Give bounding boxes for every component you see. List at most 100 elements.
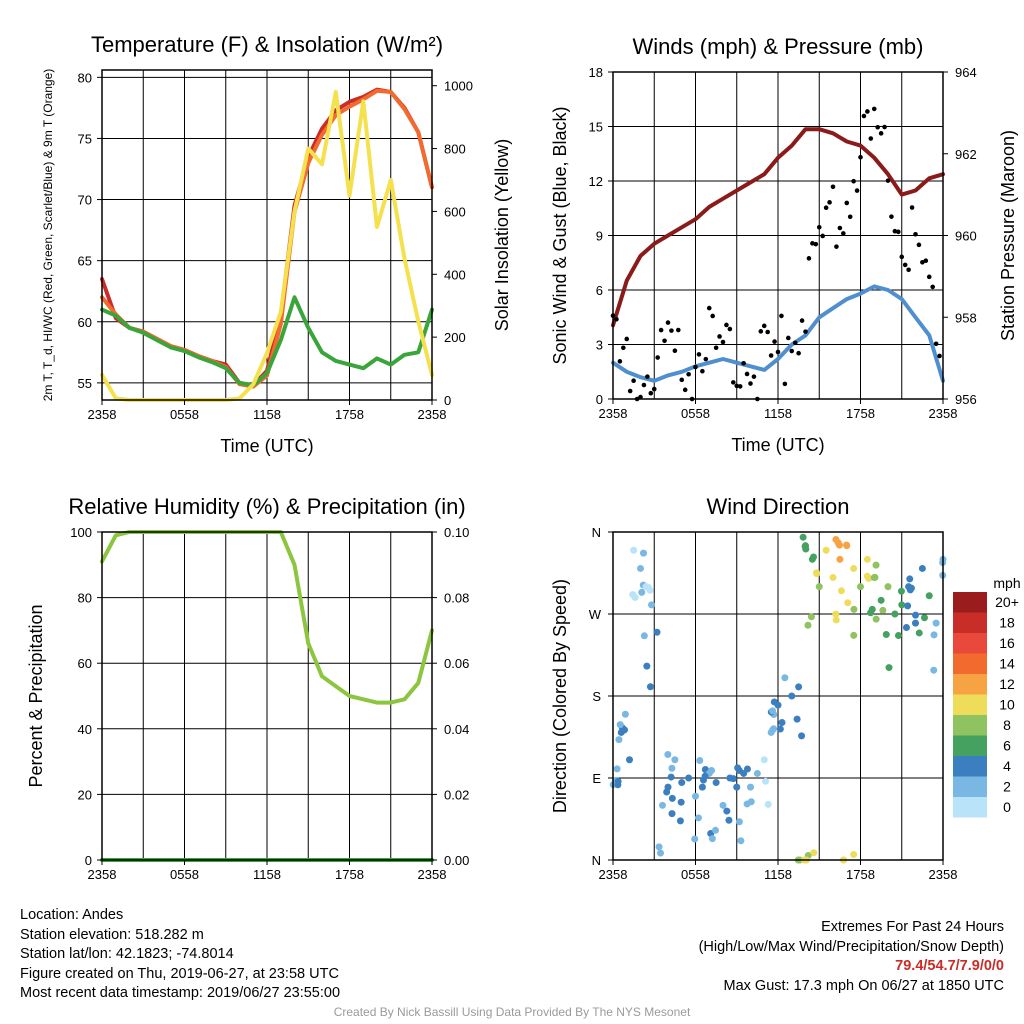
- y-axis-label-right: Solar Insolation (Yellow): [492, 139, 512, 331]
- scatter-point: [882, 630, 890, 638]
- scatter-point: [719, 801, 727, 809]
- data-point: [779, 313, 784, 319]
- scatter-point: [655, 843, 663, 851]
- scatter-point: [621, 726, 629, 734]
- data-point: [676, 327, 681, 333]
- tick-label-y-right: 600: [444, 204, 466, 219]
- scatter-point: [769, 707, 777, 715]
- scatter-point: [692, 792, 699, 800]
- scatter-point: [678, 779, 686, 787]
- data-point: [703, 356, 709, 362]
- scatter-point: [897, 587, 905, 595]
- scatter-point: [918, 564, 926, 572]
- scatter-point: [743, 800, 751, 808]
- tick-label-y: 0: [85, 853, 92, 868]
- legend-label: 6: [1003, 738, 1011, 754]
- data-point: [816, 225, 822, 230]
- scatter-point: [614, 777, 622, 785]
- data-point: [744, 371, 750, 377]
- scatter-point: [648, 601, 655, 609]
- legend-swatch: [953, 653, 987, 674]
- scatter-point: [729, 775, 737, 783]
- tick-label-x: 2358: [599, 867, 628, 882]
- data-point: [765, 329, 770, 335]
- scatter-point: [891, 610, 899, 618]
- data-point: [734, 383, 740, 389]
- data-point: [813, 241, 819, 247]
- created-text: Figure created on Thu, 2019-06-27, at 23…: [20, 965, 339, 982]
- scatter-points: [609, 533, 947, 864]
- scatter-point: [836, 555, 844, 563]
- location-text: Location: Andes: [20, 907, 124, 923]
- scatter-point: [723, 807, 731, 815]
- scatter-point: [668, 764, 676, 772]
- data-point: [820, 233, 825, 239]
- scatter-point: [906, 586, 914, 594]
- legend-swatch: [953, 756, 987, 777]
- tick-label-y-right: 400: [444, 267, 466, 282]
- data-point: [854, 188, 860, 193]
- data-point: [823, 205, 829, 211]
- tick-label-y-right: 962: [955, 147, 977, 162]
- data-point: [896, 229, 901, 235]
- scatter-point: [735, 818, 743, 826]
- speed-legend: mph 20+ 18 16 14 12 10 8 6 4 2 0: [953, 575, 1021, 818]
- scatter-point: [656, 849, 664, 857]
- tick-label-x: 2358: [88, 867, 117, 882]
- extremes-info: Extremes For Past 24 Hours (High/Low/Max…: [699, 918, 1004, 996]
- data-point: [761, 323, 767, 329]
- scatter-point: [815, 583, 823, 591]
- latlon-text: Station lat/lon: 42.1823; -74.8014: [20, 946, 234, 962]
- tick-label-x: 1758: [846, 867, 875, 882]
- tick-label-y-right: 964: [955, 65, 977, 80]
- scatter-point: [802, 545, 810, 553]
- data-point: [748, 381, 753, 386]
- x-axis-label: Time (UTC): [731, 435, 824, 455]
- data-point: [786, 335, 791, 341]
- scatter-point: [807, 613, 815, 621]
- data-point: [792, 340, 798, 346]
- chart-title: Winds (mph) & Pressure (mb): [633, 34, 924, 59]
- tick-label-x: 2358: [88, 407, 117, 422]
- legend-label: 2: [1003, 779, 1011, 795]
- scatter-point: [664, 751, 672, 759]
- tick-label-y: 60: [78, 315, 92, 330]
- tick-label-x: 1758: [846, 406, 875, 421]
- tick-label-y: 80: [78, 70, 92, 85]
- tick-label-y-right: 956: [955, 392, 977, 407]
- extremes-values: 79.4/54.7/7.9/0/0: [895, 958, 1004, 974]
- tick-label-y: 18: [589, 65, 603, 80]
- scatter-point: [685, 774, 693, 782]
- scatter-point: [804, 621, 812, 629]
- data-point: [916, 242, 922, 248]
- data-point: [631, 378, 636, 383]
- scatter-point: [850, 631, 858, 639]
- data-point: [682, 387, 688, 393]
- data-point: [710, 313, 715, 319]
- tick-label-y-right: 958: [955, 310, 977, 325]
- data-point: [844, 200, 850, 206]
- data-point: [930, 284, 935, 290]
- scatter-point: [810, 849, 818, 857]
- scatter-point: [747, 783, 754, 791]
- scatter-point: [781, 674, 789, 682]
- scatter-point: [822, 546, 830, 554]
- scatter-point: [877, 596, 885, 604]
- legend-swatch: [953, 776, 987, 797]
- tick-label-y: 3: [596, 338, 603, 353]
- data-point: [803, 329, 808, 334]
- scatter-point: [760, 756, 768, 764]
- data-point: [847, 214, 853, 220]
- legend-label: 4: [1003, 758, 1011, 774]
- scatter-point: [832, 610, 840, 618]
- scatter-point: [734, 764, 742, 772]
- tick-label-y-right: 0.04: [444, 722, 469, 737]
- tick-label-y: 40: [78, 722, 92, 737]
- data-point: [827, 200, 832, 205]
- data-point: [651, 386, 657, 392]
- legend-label: 18: [999, 615, 1015, 631]
- chart-title: Relative Humidity (%) & Precipitation (i…: [68, 494, 465, 519]
- scatter-point: [798, 732, 806, 740]
- data-point: [906, 267, 911, 273]
- chart-title: Wind Direction: [706, 494, 849, 519]
